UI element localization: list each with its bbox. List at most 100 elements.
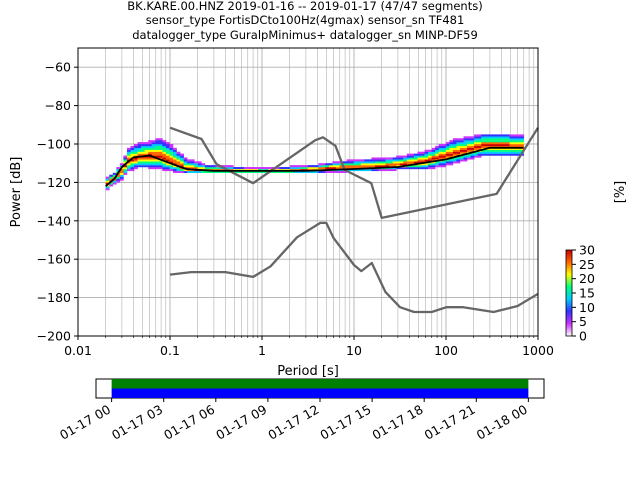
density-cell bbox=[194, 170, 199, 173]
density-cell bbox=[141, 142, 145, 145]
density-cell bbox=[445, 144, 450, 147]
density-cell bbox=[502, 153, 507, 156]
density-cell bbox=[520, 136, 525, 139]
timeline-bar-psd bbox=[111, 388, 529, 398]
density-cell bbox=[116, 178, 121, 181]
density-cell bbox=[399, 157, 404, 160]
density-cell bbox=[162, 168, 167, 172]
density-cell bbox=[431, 165, 436, 168]
density-cell bbox=[328, 163, 333, 166]
density-cell bbox=[293, 170, 298, 173]
density-cell bbox=[137, 163, 142, 166]
density-cell bbox=[357, 168, 362, 172]
density-cell bbox=[474, 138, 478, 141]
density-cell bbox=[374, 159, 379, 162]
x-tick-label: 0.01 bbox=[64, 343, 92, 358]
density-cell bbox=[116, 167, 121, 170]
density-cell bbox=[243, 167, 248, 170]
density-cell bbox=[467, 145, 471, 149]
density-cell bbox=[151, 151, 156, 154]
density-cell bbox=[183, 168, 188, 172]
density-cell bbox=[516, 147, 521, 150]
density-cell bbox=[449, 149, 454, 152]
x-axis-label: Period [s] bbox=[277, 364, 339, 379]
density-cell bbox=[130, 149, 135, 152]
density-cell bbox=[421, 157, 425, 160]
density-cell bbox=[158, 142, 163, 145]
density-cell bbox=[183, 170, 188, 173]
density-cell bbox=[279, 170, 284, 173]
density-cell bbox=[449, 161, 454, 164]
density-cell bbox=[506, 153, 510, 156]
density-cell bbox=[364, 163, 369, 166]
density-cell bbox=[435, 161, 440, 164]
density-cell bbox=[374, 161, 379, 164]
density-cell bbox=[435, 163, 440, 166]
density-cell bbox=[151, 157, 156, 160]
density-cell bbox=[406, 157, 411, 160]
density-cell bbox=[374, 157, 379, 160]
density-cell bbox=[477, 142, 482, 145]
density-cell bbox=[445, 159, 450, 162]
density-cell bbox=[119, 163, 124, 166]
density-cell bbox=[151, 140, 156, 143]
density-cell bbox=[406, 155, 411, 158]
colorbar-gradient bbox=[565, 249, 573, 337]
density-cell bbox=[474, 155, 478, 158]
y-axis-label: Power [dB] bbox=[9, 157, 24, 228]
density-cell bbox=[130, 159, 135, 162]
density-cell bbox=[470, 144, 475, 147]
density-cell bbox=[456, 149, 461, 152]
density-cell bbox=[491, 136, 496, 139]
density-cell bbox=[176, 151, 181, 154]
density-cell bbox=[435, 165, 440, 168]
density-cell bbox=[119, 168, 124, 172]
density-cell bbox=[162, 147, 167, 150]
density-cell bbox=[165, 163, 170, 166]
density-cell bbox=[155, 153, 160, 156]
density-cell bbox=[428, 153, 432, 156]
density-cell bbox=[438, 145, 443, 149]
density-cell bbox=[435, 145, 440, 149]
density-cell bbox=[130, 151, 135, 154]
density-cell bbox=[105, 180, 110, 183]
density-cell bbox=[378, 165, 383, 168]
density-cell bbox=[498, 151, 503, 154]
density-cell bbox=[445, 151, 450, 154]
title-line-2: sensor_type FortisDCto100Hz(4gmax) senso… bbox=[146, 13, 465, 27]
density-cell bbox=[389, 165, 393, 168]
density-cell bbox=[328, 170, 333, 173]
density-cell bbox=[488, 149, 493, 152]
density-cell bbox=[371, 168, 376, 172]
density-cell bbox=[144, 165, 149, 168]
density-cell bbox=[226, 165, 230, 168]
density-cell bbox=[165, 145, 170, 149]
density-cell bbox=[470, 153, 475, 156]
density-cell bbox=[314, 167, 319, 170]
density-cell bbox=[141, 165, 145, 168]
density-cell bbox=[509, 151, 514, 154]
density-cell bbox=[169, 161, 174, 164]
y-tick-label: −200 bbox=[37, 329, 71, 344]
density-cell bbox=[364, 159, 369, 162]
density-cell bbox=[491, 147, 496, 150]
density-cell bbox=[307, 167, 312, 170]
density-cell bbox=[144, 159, 149, 162]
density-cell bbox=[137, 165, 142, 168]
density-cell bbox=[509, 144, 514, 147]
density-cell bbox=[442, 145, 447, 149]
density-cell bbox=[392, 167, 397, 170]
density-cell bbox=[399, 159, 404, 162]
plot-area bbox=[78, 48, 538, 336]
density-cell bbox=[498, 153, 503, 156]
density-cell bbox=[371, 165, 376, 168]
density-cell bbox=[321, 167, 326, 170]
density-cell bbox=[367, 165, 372, 168]
density-cell bbox=[151, 142, 156, 145]
density-cell bbox=[144, 142, 149, 145]
density-cell bbox=[165, 144, 170, 147]
density-cell bbox=[169, 151, 174, 154]
density-cell bbox=[141, 149, 145, 152]
density-cell bbox=[431, 147, 436, 150]
density-cell bbox=[187, 165, 192, 168]
